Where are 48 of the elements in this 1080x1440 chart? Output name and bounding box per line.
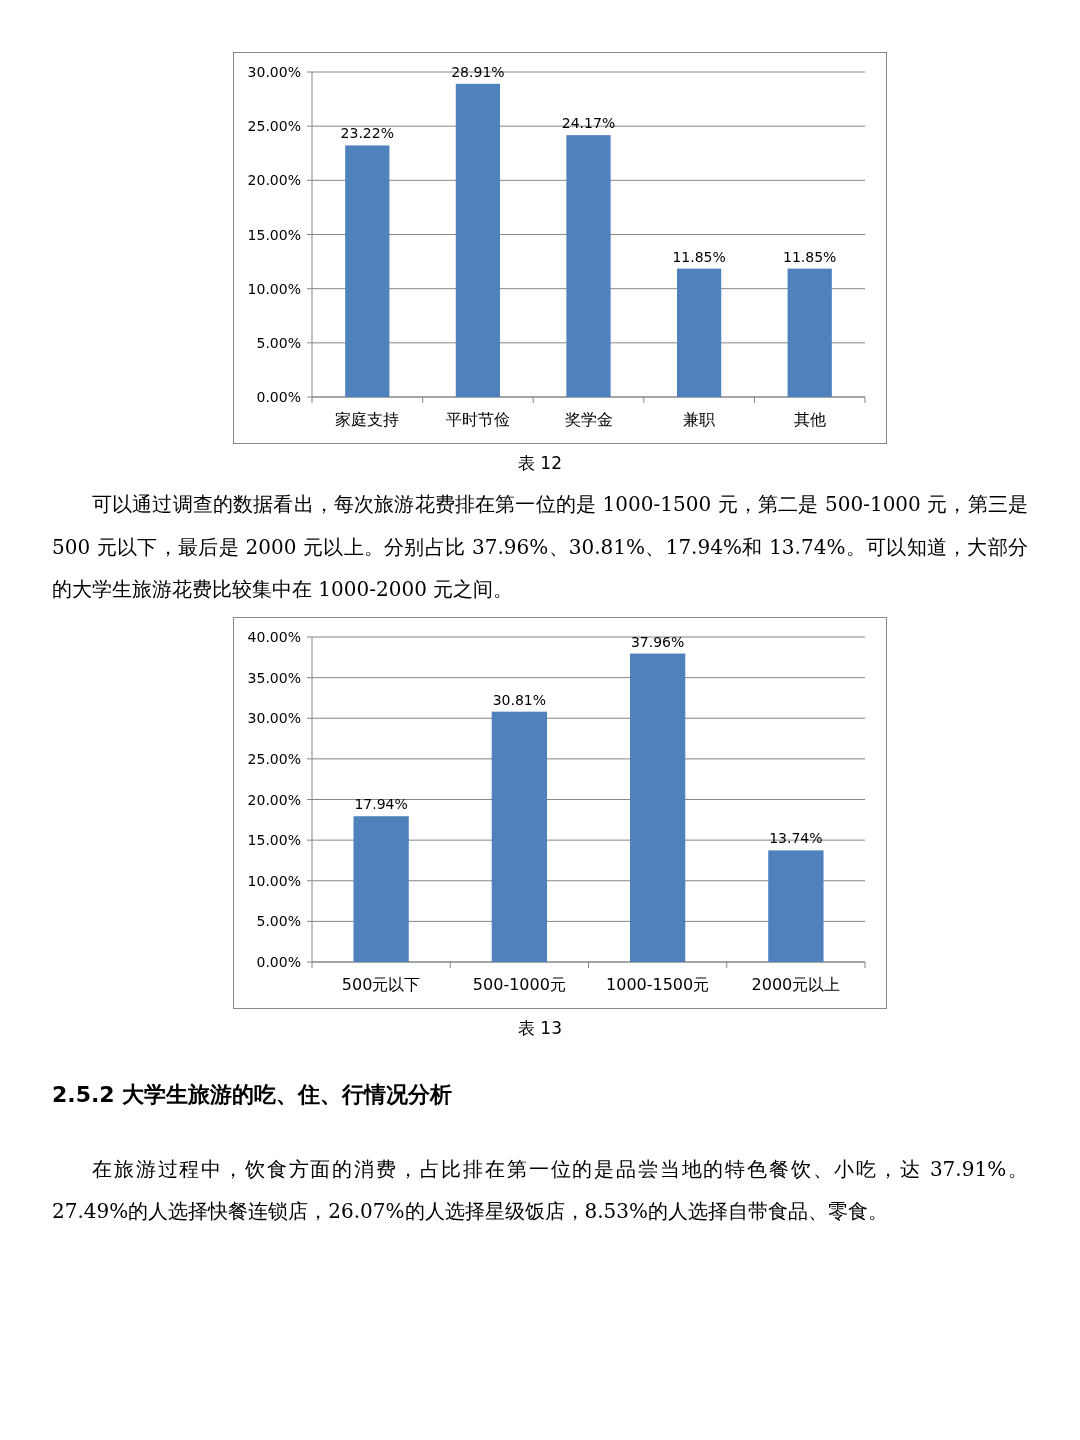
x-tick-label: 2000元以上 (751, 974, 841, 994)
bar (345, 145, 390, 397)
y-tick-label: 15.00% (247, 831, 301, 848)
bar (353, 815, 409, 962)
y-tick-label: 0.00% (256, 389, 301, 405)
data-label: 11.85% (783, 248, 837, 265)
data-label: 30.81% (492, 691, 547, 708)
y-tick-label: 15.00% (247, 226, 301, 243)
bar (629, 653, 686, 962)
y-tick-label: 35.00% (247, 669, 301, 686)
data-label: 37.96% (630, 633, 685, 650)
y-tick-label: 30.00% (247, 709, 301, 726)
text: 2.5.2 大学生旅游的吃、住、行情况分析 (52, 1080, 454, 1109)
data-label: 11.85% (672, 248, 726, 265)
x-tick-label: 奖学金 (564, 410, 613, 429)
y-tick-label: 30.00% (247, 64, 301, 80)
data-label: 23.22% (340, 125, 394, 142)
text: 在旅游过程中，饮食方面的消费，占比排在第一位的是品尝当地的特色餐饮、小吃，达 37.91%。27.49%的人选择快餐连锁店，26.07%的人选择星级饭店，8.53%的人选择自带食品、零食。 (52, 1155, 1028, 1225)
bar (787, 268, 832, 397)
x-tick-label: 1000-1500元 (606, 974, 710, 994)
data-label: 13.74% (769, 829, 823, 846)
data-label: 24.17% (561, 115, 616, 132)
y-tick-label: 25.00% (247, 118, 301, 135)
y-tick-label: 10.00% (247, 280, 301, 297)
bar (768, 849, 824, 962)
y-tick-label: 0.00% (256, 953, 301, 970)
y-tick-label: 5.00% (256, 334, 301, 351)
x-tick-label: 平时节俭 (445, 410, 510, 429)
text: 表 13 (516, 1016, 563, 1040)
x-tick-label: 兼职 (683, 410, 716, 429)
y-tick-label: 10.00% (247, 872, 301, 889)
y-tick-label: 25.00% (247, 750, 301, 767)
text: 表 12 (516, 452, 563, 475)
y-tick-label: 5.00% (256, 912, 301, 929)
x-tick-label: 500-1000元 (472, 974, 566, 994)
bar (455, 83, 501, 397)
bar (566, 135, 611, 397)
y-tick-label: 20.00% (247, 172, 301, 189)
y-tick-label: 40.00% (247, 628, 301, 645)
x-tick-label: 其他 (793, 410, 826, 429)
x-tick-label: 家庭支持 (335, 410, 400, 429)
bar (676, 268, 722, 397)
bar (491, 711, 548, 962)
y-tick-label: 20.00% (247, 791, 301, 807)
data-label: 28.91% (451, 63, 505, 80)
x-tick-label: 500元以下 (341, 974, 421, 994)
text: 可以通过调查的数据看出，每次旅游花费排在第一位的是 1000-1500 元，第二是 500-1000 元，第三是 500 元以下，最后是 2000 元以上。分别占比 37.96%、30.81%、17.94%和 13.74%。可以知道，大部分的大学生旅游花费比较集中在 1000-2000 元之间。 (52, 491, 1028, 603)
data-label: 17.94% (354, 795, 408, 812)
